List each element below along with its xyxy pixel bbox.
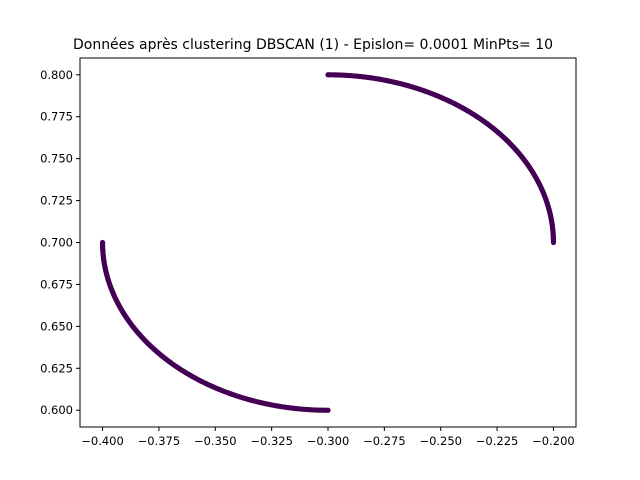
x-tick-label: −0.325 [250,434,293,448]
y-tick-label: 0.725 [40,194,73,208]
scatter-point [325,407,331,413]
y-tick-label: 0.775 [40,110,73,124]
scatter-points [99,72,557,413]
x-tick-label: −0.200 [532,434,575,448]
y-tick-label: 0.600 [40,403,73,417]
y-tick-label: 0.750 [40,152,73,166]
scatter-point [550,239,557,246]
y-tick-label: 0.650 [40,319,73,333]
x-tick-label: −0.275 [363,434,406,448]
x-tick-label: −0.225 [476,434,519,448]
chart-title: Données après clustering DBSCAN (1) - Ep… [73,37,553,53]
y-tick-label: 0.625 [40,361,73,375]
x-tick-label: −0.400 [81,434,124,448]
x-tick-label: −0.300 [307,434,350,448]
y-tick-label: 0.800 [40,68,73,82]
y-tick-label: 0.675 [40,277,73,291]
y-axis: 0.600 0.625 0.650 0.675 0.700 0.725 0.750 0.775… [40,68,80,417]
x-tick-label: −0.250 [419,434,462,448]
x-tick-label: −0.350 [194,434,237,448]
plot-frame [79,57,577,428]
y-tick-label: 0.700 [40,236,73,250]
x-tick-label: −0.375 [138,434,181,448]
x-axis: −0.400 −0.375 −0.350 −0.325 −0.300 −0.275 −0.2… [81,427,575,448]
